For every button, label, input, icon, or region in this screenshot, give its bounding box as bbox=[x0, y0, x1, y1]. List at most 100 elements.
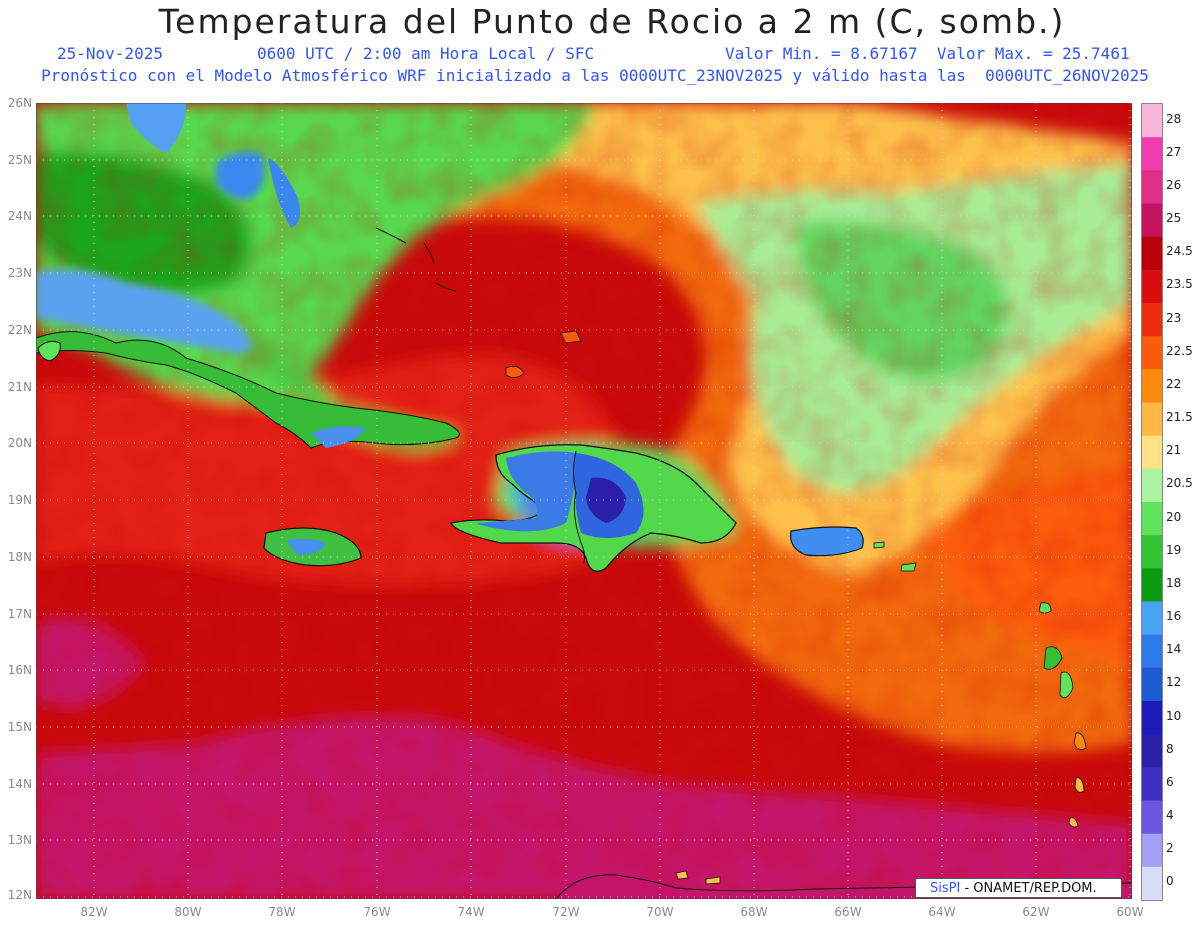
colorbar-swatch bbox=[1142, 170, 1162, 204]
inagua bbox=[505, 365, 525, 378]
cuba bbox=[36, 331, 460, 449]
colorbar-label: 14 bbox=[1166, 642, 1182, 657]
colorbar-label: 28 bbox=[1166, 111, 1182, 126]
colorbar-swatch bbox=[1142, 667, 1162, 702]
colorbar-label: 25 bbox=[1166, 211, 1182, 226]
colorbar-swatch bbox=[1142, 236, 1162, 271]
colorbar-label: 21 bbox=[1166, 443, 1182, 458]
lat-label: 15N bbox=[7, 720, 32, 734]
colorbar-swatch bbox=[1142, 601, 1162, 636]
colorbar-swatch bbox=[1142, 734, 1162, 768]
lat-label: 24N bbox=[7, 209, 32, 223]
colorbar-label: 12 bbox=[1166, 675, 1182, 690]
lat-label: 25N bbox=[7, 153, 32, 167]
colorbar-label: 26 bbox=[1166, 177, 1182, 192]
colorbar-label: 21.5 bbox=[1166, 410, 1193, 425]
haiti-blue bbox=[476, 451, 576, 532]
credit-brand: SisPI bbox=[930, 881, 961, 896]
credit-box: SisPI - ONAMET/REP.DOM. bbox=[915, 878, 1122, 898]
lat-label: 19N bbox=[7, 493, 32, 507]
lat-label: 20N bbox=[7, 436, 32, 450]
colorbar-label: 8 bbox=[1166, 741, 1174, 756]
colorbar-label: 10 bbox=[1166, 708, 1182, 723]
lat-label: 17N bbox=[7, 607, 32, 621]
bahamas-chain bbox=[375, 227, 457, 292]
colorbar-label: 6 bbox=[1166, 774, 1174, 789]
colorbar-swatch bbox=[1142, 767, 1162, 801]
vieques bbox=[873, 541, 885, 549]
colorbar-swatch bbox=[1142, 634, 1162, 669]
colorbar-swatch bbox=[1142, 269, 1162, 304]
colorbar-swatch bbox=[1142, 435, 1162, 470]
lon-label: 68W bbox=[740, 905, 768, 919]
lon-label: 66W bbox=[834, 905, 862, 919]
lon-label: 60W bbox=[1116, 905, 1144, 919]
lat-label: 21N bbox=[7, 380, 32, 394]
dewpoint-map bbox=[36, 103, 1132, 899]
colorbar-swatch bbox=[1142, 502, 1162, 536]
aruba-curacao bbox=[675, 870, 721, 885]
lon-label: 70W bbox=[646, 905, 674, 919]
colorbar-swatch bbox=[1142, 402, 1162, 437]
grenada bbox=[1068, 817, 1079, 828]
lon-label: 76W bbox=[363, 905, 391, 919]
colorbar-swatch bbox=[1142, 336, 1162, 370]
colorbar-label: 24.5 bbox=[1166, 244, 1193, 259]
lon-label: 64W bbox=[928, 905, 956, 919]
model-info: Pronóstico con el Modelo Atmosférico WRF… bbox=[41, 66, 1149, 85]
lat-label: 12N bbox=[7, 888, 32, 902]
colorbar-label: 0 bbox=[1166, 874, 1174, 889]
lat-label: 16N bbox=[7, 663, 32, 677]
st-vincent bbox=[1074, 777, 1085, 793]
lat-label: 23N bbox=[7, 266, 32, 280]
colorbar-label: 18 bbox=[1166, 575, 1182, 590]
colorbar-label: 20 bbox=[1166, 509, 1182, 524]
map-title: Temperatura del Punto de Rocio a 2 m (C,… bbox=[158, 2, 1066, 41]
jamaica-inner bbox=[286, 538, 326, 555]
colorbar-swatch bbox=[1142, 369, 1162, 403]
colorbar-label: 23 bbox=[1166, 310, 1182, 325]
colorbar-swatch bbox=[1142, 833, 1162, 868]
virgin-islands bbox=[900, 562, 917, 572]
bahamas-andros bbox=[216, 151, 265, 199]
colorbar-swatch bbox=[1142, 866, 1162, 900]
lon-label: 80W bbox=[174, 905, 202, 919]
colorbar-label: 16 bbox=[1166, 609, 1182, 624]
lon-label: 78W bbox=[268, 905, 296, 919]
colorbar-swatch bbox=[1142, 203, 1162, 238]
haiti-dr-border bbox=[573, 450, 586, 564]
puerto-rico bbox=[789, 526, 864, 557]
cuba-east-blue bbox=[311, 426, 366, 448]
colorbar-swatch bbox=[1142, 468, 1162, 503]
colorbar-label: 23.5 bbox=[1166, 277, 1193, 292]
lon-label: 82W bbox=[80, 905, 108, 919]
colorbar-swatch bbox=[1142, 701, 1162, 735]
colorbar-swatch bbox=[1142, 137, 1162, 171]
martinique bbox=[1059, 671, 1074, 699]
dr-core-purple bbox=[586, 477, 626, 523]
guadeloupe bbox=[1038, 602, 1052, 614]
lat-label: 13N bbox=[7, 833, 32, 847]
lon-label: 72W bbox=[552, 905, 580, 919]
dominica bbox=[1043, 646, 1063, 670]
lat-label: 22N bbox=[7, 323, 32, 337]
gulf-of-mexico bbox=[36, 269, 251, 353]
min-max-values: Valor Min. = 8.67167 Valor Max. = 25.746… bbox=[725, 44, 1130, 63]
colorbar-label: 22 bbox=[1166, 376, 1182, 391]
lat-label: 26N bbox=[7, 96, 32, 110]
forecast-date: 25-Nov-2025 bbox=[57, 44, 163, 63]
colorbar-swatch bbox=[1142, 568, 1162, 602]
colorbar bbox=[1141, 103, 1163, 901]
colorbar-swatch bbox=[1142, 535, 1162, 569]
st-lucia bbox=[1073, 732, 1087, 751]
lon-label: 74W bbox=[457, 905, 485, 919]
colorbar-label: 19 bbox=[1166, 542, 1182, 557]
graticule bbox=[36, 103, 1132, 899]
colorbar-label: 2 bbox=[1166, 841, 1174, 856]
colorbar-swatch bbox=[1142, 800, 1162, 835]
colorbar-label: 20.5 bbox=[1166, 476, 1193, 491]
lat-label: 14N bbox=[7, 777, 32, 791]
colorbar-label: 27 bbox=[1166, 144, 1182, 159]
florida-peninsula bbox=[126, 103, 186, 153]
bahamas-eleuthera bbox=[268, 158, 300, 228]
